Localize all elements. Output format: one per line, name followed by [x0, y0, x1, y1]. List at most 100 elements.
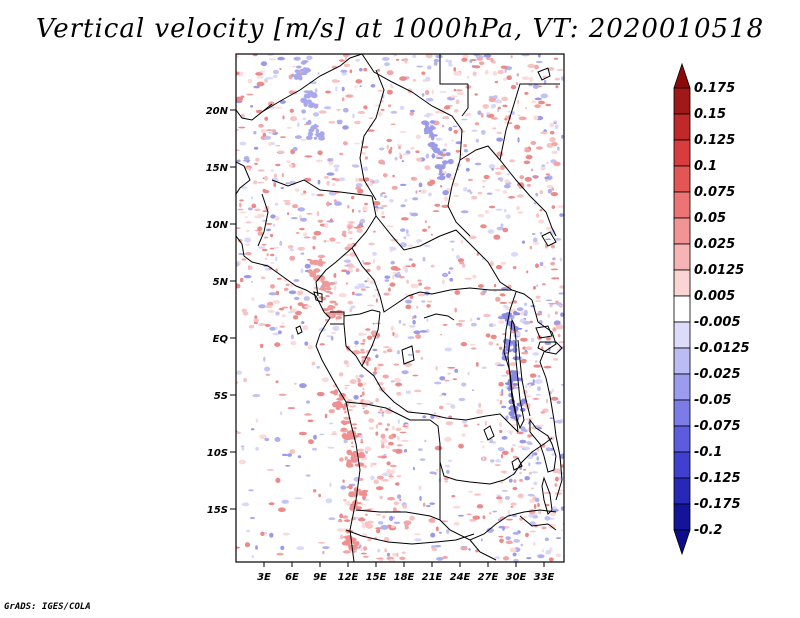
velocity-speckle	[399, 105, 405, 110]
velocity-speckle	[274, 106, 283, 109]
velocity-speckle	[343, 141, 348, 146]
velocity-speckle	[297, 207, 306, 212]
velocity-speckle	[424, 90, 430, 95]
velocity-speckle	[378, 521, 384, 525]
velocity-speckle	[441, 279, 445, 285]
velocity-speckle	[377, 455, 383, 458]
velocity-speckle	[415, 334, 422, 339]
velocity-speckle	[306, 213, 313, 215]
velocity-speckle	[363, 67, 368, 72]
velocity-speckle	[486, 192, 493, 195]
velocity-speckle	[275, 268, 278, 272]
velocity-speckle	[390, 146, 393, 151]
velocity-speckle	[533, 202, 536, 205]
velocity-speckle	[275, 290, 280, 296]
velocity-speckle	[390, 110, 398, 114]
velocity-speckle	[490, 334, 497, 340]
velocity-speckle	[236, 431, 242, 434]
velocity-speckle	[561, 134, 564, 139]
velocity-speckle	[304, 263, 311, 269]
velocity-speckle	[374, 367, 377, 372]
velocity-speckle	[349, 308, 353, 313]
velocity-speckle	[446, 529, 450, 534]
velocity-speckle	[519, 478, 523, 482]
velocity-speckle	[368, 418, 375, 423]
velocity-speckle	[239, 202, 242, 208]
velocity-speckle	[533, 115, 539, 121]
velocity-speckle	[452, 125, 458, 128]
velocity-speckle	[392, 274, 395, 280]
velocity-speckle	[316, 193, 325, 197]
velocity-speckle	[354, 142, 360, 145]
velocity-speckle	[296, 122, 300, 127]
velocity-speckle	[389, 515, 394, 522]
velocity-speckle	[274, 202, 279, 206]
velocity-speckle	[269, 247, 275, 250]
velocity-speckle	[481, 129, 486, 135]
velocity-speckle	[453, 71, 462, 76]
velocity-speckle	[405, 293, 408, 296]
velocity-speckle	[510, 252, 519, 257]
velocity-speckle	[442, 124, 445, 128]
velocity-speckle	[345, 270, 351, 275]
colorbar: 0.175 0.15 0.125 0.1 0.075 0.05 0.025 0.0125 0.0…	[673, 62, 750, 556]
velocity-speckle	[389, 464, 397, 468]
velocity-speckle	[300, 72, 308, 76]
velocity-speckle	[545, 503, 550, 507]
velocity-speckle	[361, 146, 369, 149]
velocity-speckle	[499, 399, 503, 405]
velocity-speckle	[551, 277, 558, 280]
velocity-speckle	[339, 534, 344, 540]
velocity-speckle	[384, 548, 388, 553]
velocity-speckle	[294, 135, 302, 139]
velocity-speckle	[349, 69, 353, 74]
velocity-speckle	[560, 383, 564, 386]
velocity-speckle	[501, 388, 504, 394]
lat-label: 15S	[207, 505, 228, 516]
velocity-speckle	[557, 205, 564, 208]
velocity-speckle	[365, 328, 371, 331]
velocity-speckle	[359, 434, 364, 439]
velocity-speckle	[388, 434, 395, 440]
velocity-speckle	[405, 229, 409, 234]
velocity-speckle	[393, 501, 399, 506]
longitude-axis: 3E 6E 9E 12E 15E 18E 21E 24E 27E 30E 33E	[257, 562, 555, 583]
velocity-speckle	[448, 63, 453, 67]
velocity-speckle	[544, 176, 550, 180]
velocity-speckle	[375, 424, 379, 429]
velocity-speckle	[516, 194, 524, 198]
velocity-speckle	[492, 127, 497, 130]
velocity-speckle	[553, 161, 561, 167]
velocity-speckle	[401, 551, 406, 554]
velocity-speckle	[324, 106, 332, 110]
velocity-speckle	[427, 142, 435, 148]
velocity-speckle	[499, 538, 504, 544]
velocity-speckle	[470, 347, 477, 350]
velocity-speckle	[496, 226, 504, 231]
velocity-speckle	[313, 489, 317, 493]
velocity-speckle	[253, 180, 258, 185]
velocity-speckle	[302, 117, 307, 120]
velocity-speckle	[330, 218, 333, 223]
velocity-speckle	[528, 471, 532, 475]
velocity-speckle	[318, 110, 327, 114]
velocity-speckle	[294, 497, 303, 500]
velocity-speckle	[275, 163, 281, 167]
velocity-speckle	[500, 454, 504, 459]
velocity-speckle	[523, 515, 528, 519]
velocity-speckle	[526, 184, 532, 187]
velocity-speckle	[392, 174, 395, 178]
colorbar-label: 0.125	[694, 133, 735, 148]
velocity-speckle	[476, 252, 479, 256]
velocity-speckle	[519, 400, 527, 403]
velocity-speckle	[359, 218, 366, 224]
velocity-speckle	[528, 383, 532, 388]
velocity-speckle	[354, 463, 363, 467]
velocity-speckle	[302, 325, 309, 331]
velocity-speckle	[500, 65, 508, 69]
velocity-speckle	[243, 377, 248, 383]
velocity-speckle	[251, 203, 257, 209]
velocity-speckle	[373, 258, 376, 264]
velocity-speckle	[289, 248, 295, 252]
